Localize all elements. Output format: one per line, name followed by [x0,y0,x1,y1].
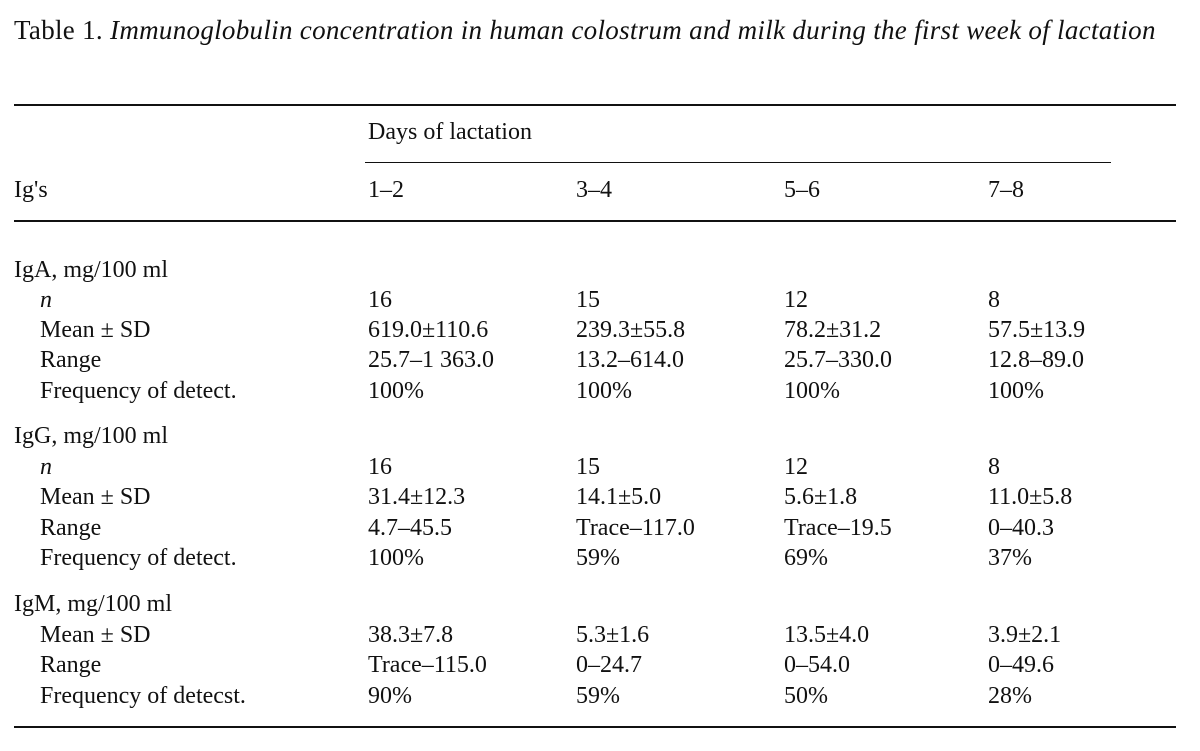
row-label: n [40,287,52,313]
table-cell: 239.3±55.8 [576,317,686,343]
table-cell: 100% [368,378,424,404]
table-cell: 25.7–330.0 [784,347,892,373]
table-cell: 8 [988,454,1000,480]
table-cell: 31.4±12.3 [368,484,466,510]
table-cell: 8 [988,287,1000,313]
column-header-5-6: 5–6 [784,177,820,203]
table-cell: 69% [784,545,828,571]
table-cell: Trace–19.5 [784,515,892,541]
table-cell: 11.0±5.8 [988,484,1073,510]
group-label-iga: IgA, mg/100 ml [14,257,168,283]
table-cell: 100% [988,378,1044,404]
table-cell: 13.5±4.0 [784,622,870,648]
table-cell: 25.7–1 363.0 [368,347,494,373]
table-cell: 15 [576,287,600,313]
table-cell: 12 [784,454,808,480]
row-label: Mean ± SD [40,317,151,343]
table-cell: 100% [576,378,632,404]
group-label-igg: IgG, mg/100 ml [14,423,168,449]
table-cell: 0–40.3 [988,515,1054,541]
group-label-igm: IgM, mg/100 ml [14,591,173,617]
row-label: Range [40,515,102,541]
header-rule [14,220,1176,222]
table-cell: 5.3±1.6 [576,622,650,648]
table-cell: 0–24.7 [576,652,642,678]
table-cell: 57.5±13.9 [988,317,1086,343]
table-cell: 16 [368,454,392,480]
row-header-igs: Ig's [14,177,48,203]
table-cell: 0–54.0 [784,652,850,678]
table-number: Table 1. [14,15,103,45]
table-cell: 13.2–614.0 [576,347,684,373]
row-label: Frequency of detect. [40,378,237,404]
table-cell: 78.2±31.2 [784,317,882,343]
table-cell: 16 [368,287,392,313]
table-cell: 59% [576,545,620,571]
days-of-lactation-header: Days of lactation [368,119,532,145]
row-label: Frequency of detecst. [40,683,246,709]
table-cell: 5.6±1.8 [784,484,858,510]
table-cell: 12.8–89.0 [988,347,1084,373]
table-cell: 12 [784,287,808,313]
table-cell: 14.1±5.0 [576,484,662,510]
table-cell: 37% [988,545,1032,571]
table-cell: 28% [988,683,1032,709]
top-rule [14,104,1176,106]
row-label: Range [40,652,102,678]
column-header-3-4: 3–4 [576,177,612,203]
table-cell: 619.0±110.6 [368,317,489,343]
row-label: Mean ± SD [40,622,151,648]
table-cell: 90% [368,683,412,709]
table-cell: 38.3±7.8 [368,622,454,648]
table-cell: Trace–115.0 [368,652,487,678]
table-cell: 3.9±2.1 [988,622,1062,648]
table-cell: 15 [576,454,600,480]
table-cell: 50% [784,683,828,709]
bottom-rule [14,726,1176,728]
days-span-rule [365,162,1111,163]
row-label: Range [40,347,102,373]
table-cell: 4.7–45.5 [368,515,452,541]
table-caption: Table 1. Immunoglobulin concentration in… [14,12,1184,48]
row-label: Frequency of detect. [40,545,237,571]
table-cell: 0–49.6 [988,652,1054,678]
table-title: Immunoglobulin concentration in human co… [110,15,1156,45]
table-cell: 100% [784,378,840,404]
table-cell: 100% [368,545,424,571]
table-cell: 59% [576,683,620,709]
column-header-7-8: 7–8 [988,177,1024,203]
row-label: Mean ± SD [40,484,151,510]
row-label: n [40,454,52,480]
table-cell: Trace–117.0 [576,515,695,541]
column-header-1-2: 1–2 [368,177,404,203]
